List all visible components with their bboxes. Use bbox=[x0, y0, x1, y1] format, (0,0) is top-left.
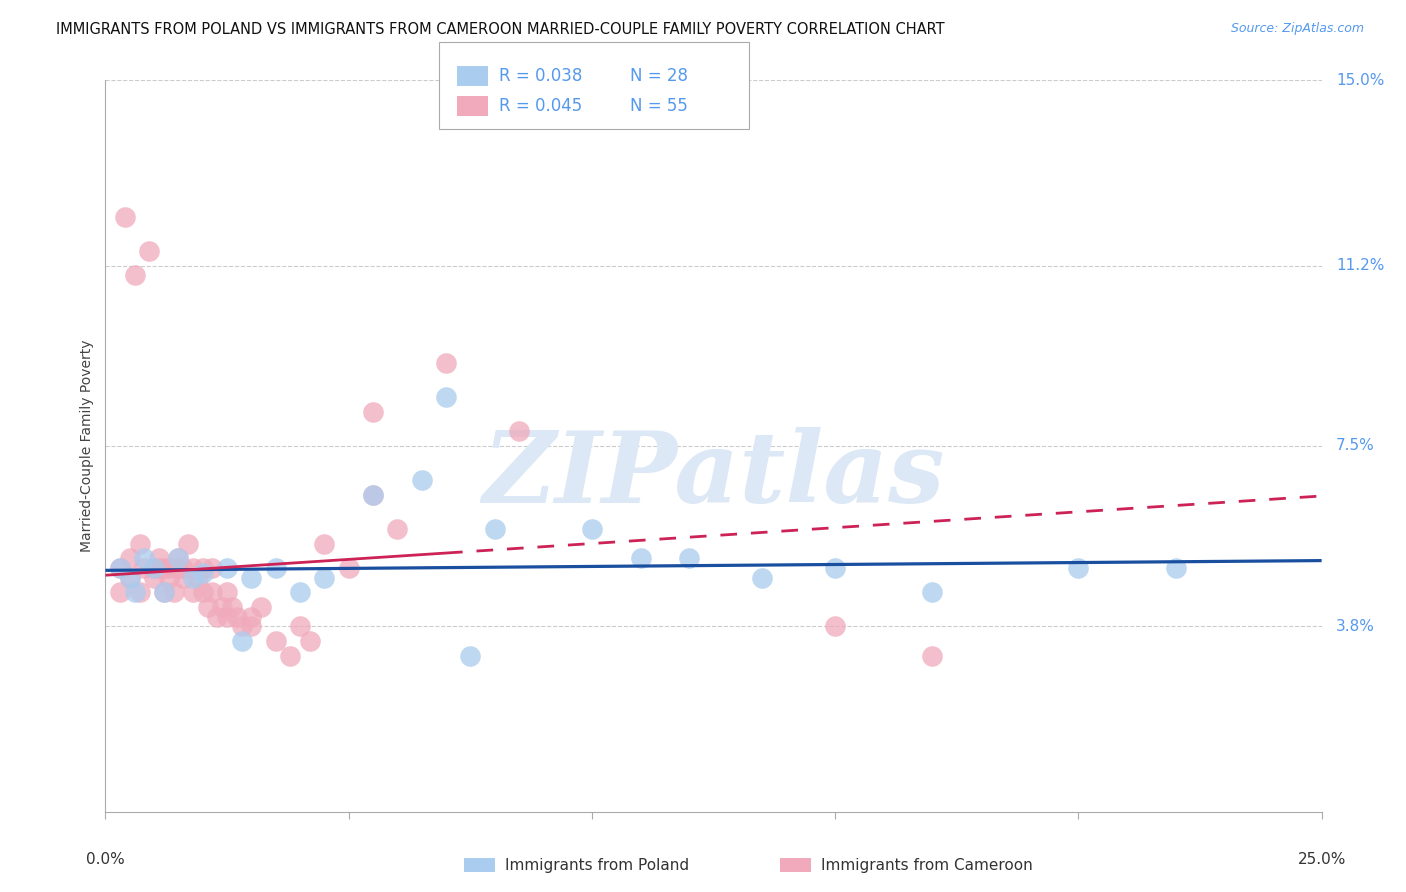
Text: IMMIGRANTS FROM POLAND VS IMMIGRANTS FROM CAMEROON MARRIED-COUPLE FAMILY POVERTY: IMMIGRANTS FROM POLAND VS IMMIGRANTS FRO… bbox=[56, 22, 945, 37]
Point bbox=[128, 585, 150, 599]
Point bbox=[148, 561, 170, 575]
Text: 7.5%: 7.5% bbox=[1336, 439, 1375, 453]
Point bbox=[361, 488, 384, 502]
Point bbox=[167, 551, 190, 566]
Point bbox=[153, 585, 176, 599]
Point bbox=[264, 634, 287, 648]
Point bbox=[221, 599, 243, 614]
Point bbox=[217, 609, 239, 624]
Text: Source: ZipAtlas.com: Source: ZipAtlas.com bbox=[1230, 22, 1364, 36]
Point bbox=[124, 585, 146, 599]
Point bbox=[434, 356, 457, 370]
Point bbox=[157, 571, 180, 585]
Text: N = 55: N = 55 bbox=[630, 97, 688, 115]
Point bbox=[207, 609, 229, 624]
Point bbox=[921, 648, 943, 663]
Point bbox=[108, 561, 131, 575]
Point bbox=[458, 648, 481, 663]
Point bbox=[181, 571, 204, 585]
Point bbox=[167, 561, 190, 575]
Point bbox=[148, 551, 170, 566]
Point bbox=[231, 634, 253, 648]
Point bbox=[484, 522, 506, 536]
Point bbox=[240, 571, 263, 585]
Point bbox=[508, 425, 530, 439]
Point bbox=[162, 585, 184, 599]
Text: R = 0.045: R = 0.045 bbox=[499, 97, 582, 115]
Point bbox=[411, 473, 433, 487]
Text: R = 0.038: R = 0.038 bbox=[499, 67, 582, 85]
Text: 3.8%: 3.8% bbox=[1336, 619, 1375, 634]
Point bbox=[118, 551, 141, 566]
Point bbox=[167, 551, 190, 566]
Point bbox=[1164, 561, 1187, 575]
Text: 11.2%: 11.2% bbox=[1336, 258, 1385, 273]
Point bbox=[134, 561, 156, 575]
Point bbox=[134, 551, 156, 566]
Point bbox=[225, 609, 247, 624]
Text: 15.0%: 15.0% bbox=[1336, 73, 1385, 87]
Point bbox=[153, 585, 176, 599]
Point bbox=[250, 599, 273, 614]
Point bbox=[172, 571, 194, 585]
Text: 25.0%: 25.0% bbox=[1298, 852, 1346, 867]
Point bbox=[143, 561, 166, 575]
Point bbox=[191, 585, 214, 599]
Point bbox=[824, 561, 846, 575]
Point bbox=[288, 619, 311, 633]
Point bbox=[314, 571, 336, 585]
Point bbox=[231, 619, 253, 633]
Point bbox=[211, 599, 233, 614]
Point bbox=[278, 648, 301, 663]
Point bbox=[298, 634, 321, 648]
Point bbox=[118, 571, 141, 585]
Point bbox=[217, 585, 239, 599]
Point bbox=[187, 571, 209, 585]
Point bbox=[108, 585, 131, 599]
Point bbox=[337, 561, 360, 575]
Point bbox=[387, 522, 409, 536]
Point bbox=[361, 488, 384, 502]
Point bbox=[217, 561, 239, 575]
Point bbox=[108, 561, 131, 575]
Text: Immigrants from Poland: Immigrants from Poland bbox=[505, 858, 689, 872]
Point bbox=[197, 599, 219, 614]
Point bbox=[114, 210, 136, 224]
Point bbox=[177, 536, 200, 550]
Point bbox=[201, 561, 224, 575]
Point bbox=[143, 571, 166, 585]
Point bbox=[191, 561, 214, 575]
Point bbox=[181, 585, 204, 599]
Point bbox=[172, 561, 194, 575]
Point bbox=[124, 268, 146, 283]
Text: N = 28: N = 28 bbox=[630, 67, 689, 85]
Point bbox=[118, 571, 141, 585]
Point bbox=[361, 405, 384, 419]
Point bbox=[240, 609, 263, 624]
Point bbox=[153, 561, 176, 575]
Point bbox=[678, 551, 700, 566]
Text: Immigrants from Cameroon: Immigrants from Cameroon bbox=[821, 858, 1033, 872]
Point bbox=[288, 585, 311, 599]
Point bbox=[240, 619, 263, 633]
Point bbox=[201, 585, 224, 599]
Point bbox=[434, 390, 457, 404]
Point bbox=[751, 571, 773, 585]
Y-axis label: Married-Couple Family Poverty: Married-Couple Family Poverty bbox=[80, 340, 94, 552]
Point bbox=[630, 551, 652, 566]
Point bbox=[824, 619, 846, 633]
Point bbox=[314, 536, 336, 550]
Text: ZIPatlas: ZIPatlas bbox=[482, 427, 945, 524]
Point bbox=[143, 561, 166, 575]
Point bbox=[581, 522, 603, 536]
Point bbox=[181, 561, 204, 575]
Point bbox=[157, 561, 180, 575]
Point bbox=[1067, 561, 1090, 575]
Point bbox=[128, 536, 150, 550]
Point bbox=[191, 566, 214, 580]
Point bbox=[921, 585, 943, 599]
Point bbox=[138, 244, 160, 258]
Point bbox=[264, 561, 287, 575]
Text: 0.0%: 0.0% bbox=[86, 852, 125, 867]
